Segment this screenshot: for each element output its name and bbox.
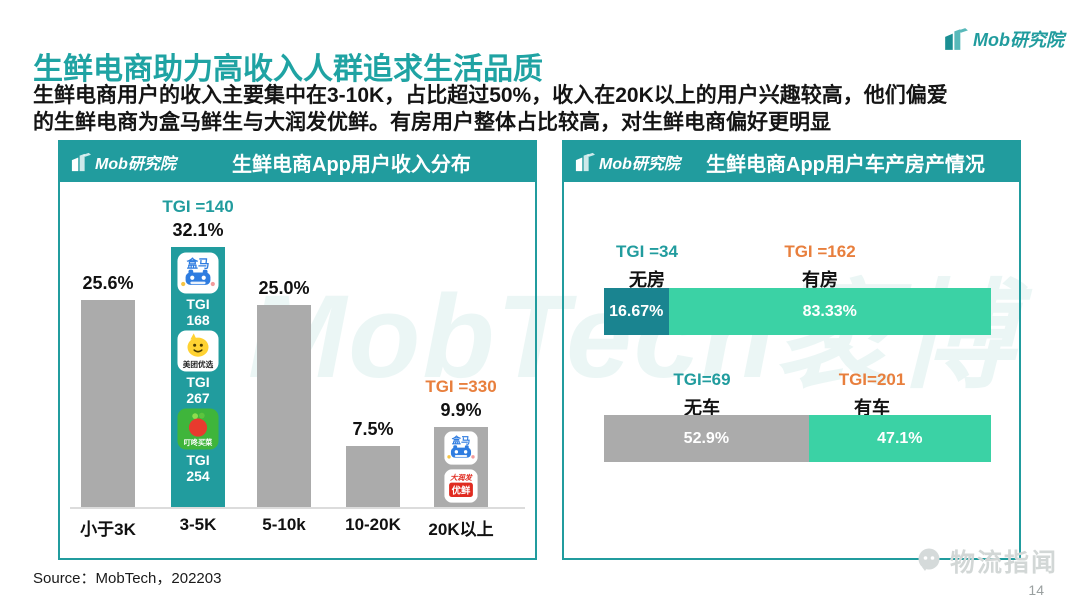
no-car-label-block: TGI=69 无车 <box>647 370 757 420</box>
source-note: Source：MobTech，202203 <box>33 570 222 587</box>
ownership-stacked-bars: TGI =34 无房 TGI =162 有房 16.67% 83.33% TGI… <box>564 182 1019 558</box>
dingdong-maicai-app-icon: 叮咚买菜 <box>177 408 219 450</box>
x-tick-over-20k: 20K以上 <box>428 520 494 539</box>
bar-under-3k <box>81 300 135 507</box>
car-bar: 52.9% 47.1% <box>604 415 991 462</box>
ownership-panel-header: Mob研究院 生鲜电商App用户车产房产情况 <box>564 142 1019 182</box>
brand-logo-panel: Mob研究院 <box>574 150 680 174</box>
bar-value-label: 25.0% <box>258 278 310 298</box>
intro-line-2: 的生鲜电商为盒马鲜生与大润发优鲜。有房用户整体占比较高，对生鲜电商偏好更明显 <box>33 111 831 134</box>
outlet-bubble-icon <box>918 548 940 571</box>
rtmart-banner-text: 大润发 <box>450 473 473 482</box>
meituan-tgi: TGI 267 <box>186 374 210 407</box>
tgi-annotation: TGI =34 <box>616 242 678 261</box>
has-house-segment: 83.33% <box>668 288 991 335</box>
no-house-segment: 16.67% <box>604 288 669 335</box>
brand-logo-top-right: Mob研究院 <box>943 26 1064 52</box>
bar-value-label: 25.6% <box>82 273 134 293</box>
ownership-chart-title: 生鲜电商App用户车产房产情况 <box>706 153 985 176</box>
x-tick-5-10k: 5-10k <box>262 515 306 534</box>
category-label: 无车 <box>684 398 720 418</box>
tgi-annotation: TGI =162 <box>784 242 856 261</box>
bar-group-under-3k: 25.6% <box>81 273 135 507</box>
rt-mart-youxian-app-icon: 大润发 优鲜 <box>444 469 478 503</box>
tgi-annotation: TGI =330 <box>425 377 497 396</box>
outlet-watermark-text: 物流指闻 <box>949 549 1058 577</box>
tgi-annotation: TGI =140 <box>162 197 234 216</box>
category-label: 无房 <box>629 270 665 290</box>
page-number: 14 <box>1028 582 1044 598</box>
tgi-annotation: TGI=69 <box>673 370 731 389</box>
income-bar-chart: 25.6% TGI =140 32.1% 盒马 <box>60 182 535 558</box>
bar-5-10k <box>257 305 311 507</box>
bar-value-label: 32.1% <box>172 220 224 240</box>
no-house-label-block: TGI =34 无房 <box>592 242 702 292</box>
hema-app-icon: 盒马 <box>444 431 478 465</box>
bar-group-3-5k: TGI =140 32.1% 盒马 <box>162 197 234 507</box>
tgi-annotation: TGI=201 <box>838 370 906 389</box>
income-chart-title: 生鲜电商App用户收入分布 <box>232 153 471 176</box>
hema-icon-text: 盒马 <box>451 434 471 445</box>
bar-over-20k: 盒马 大润发 优鲜 <box>434 427 488 507</box>
intro-paragraph: 生鲜电商用户的收入主要集中在3-10K，占比超过50%，收入在20K以上的用户兴… <box>33 82 948 136</box>
brand-logo-text: Mob研究院 <box>973 30 1064 50</box>
mob-building-icon <box>945 28 968 50</box>
bar-value-label: 9.9% <box>440 400 482 420</box>
ownership-panel: Mob研究院 生鲜电商App用户车产房产情况 TGI =34 无房 TGI =1… <box>562 140 1021 560</box>
meituan-icon-text: 美团优选 <box>183 359 214 369</box>
has-car-segment: 47.1% <box>808 415 991 462</box>
category-label: 有房 <box>802 270 838 290</box>
dingdong-icon-text: 叮咚买菜 <box>184 439 213 448</box>
dingdong-tgi: TGI 254 <box>186 452 210 485</box>
housing-bar: 16.67% 83.33% <box>604 288 991 335</box>
bar-10-20k <box>346 446 400 507</box>
brand-logo-text: Mob研究院 <box>95 156 176 173</box>
outlet-watermark: 物流指闻 <box>914 543 1058 579</box>
bar-3-5k: 盒马 TGI 168 <box>171 247 225 507</box>
hema-tgi: TGI 168 <box>186 296 210 329</box>
rtmart-icon-text: 优鲜 <box>452 485 471 496</box>
has-house-label-block: TGI =162 有房 <box>765 242 875 292</box>
brand-logo-panel: Mob研究院 <box>70 150 176 174</box>
intro-line-1: 生鲜电商用户的收入主要集中在3-10K，占比超过50%，收入在20K以上的用户兴… <box>33 84 948 107</box>
bar-value-label: 7.5% <box>352 419 394 439</box>
bar-group-over-20k: TGI =330 9.9% 盒马 <box>425 377 497 507</box>
hema-icon-text: 盒马 <box>186 256 210 270</box>
bar-group-5-10k: 25.0% <box>257 278 311 507</box>
no-car-segment: 52.9% <box>604 415 809 462</box>
x-axis-line <box>70 507 525 509</box>
meituan-youxuan-app-icon: 美团优选 <box>177 330 219 372</box>
bar-group-10-20k: 7.5% <box>346 419 400 507</box>
x-tick-3-5k: 3-5K <box>179 515 217 534</box>
x-tick-under-3k: 小于3K <box>80 520 136 539</box>
hema-app-icon: 盒马 <box>177 252 219 294</box>
mob-building-icon <box>575 152 595 172</box>
has-car-label-block: TGI=201 有车 <box>817 370 927 420</box>
page-title: 生鲜电商助力高收入人群追求生活品质 <box>33 53 543 87</box>
mob-building-icon <box>71 152 91 172</box>
income-panel-header: Mob研究院 生鲜电商App用户收入分布 <box>60 142 535 182</box>
x-tick-10-20k: 10-20K <box>345 515 401 534</box>
brand-logo-text: Mob研究院 <box>599 156 680 173</box>
income-distribution-panel: Mob研究院 生鲜电商App用户收入分布 25.6% TGI =140 32.1… <box>58 140 537 560</box>
category-label: 有车 <box>854 398 890 418</box>
